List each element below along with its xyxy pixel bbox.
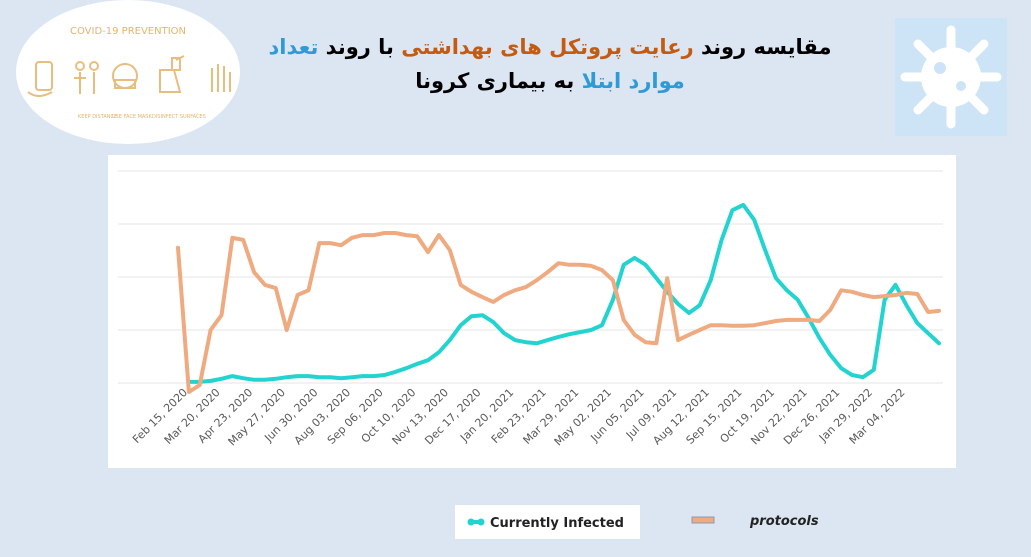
image-label: USE FACE MASK (112, 114, 152, 120)
prevention-image: COVID-19 PREVENTION KEEP DISTANCE USE FA… (16, 0, 240, 144)
chart-area (108, 155, 956, 468)
image-frame (16, 0, 240, 144)
image-heading: COVID-19 PREVENTION (70, 26, 186, 37)
prevention-icons (27, 55, 231, 97)
title-segment: مقایسه روند (693, 35, 832, 59)
image-label: KEEP DISTANCE (78, 114, 117, 120)
legend-label: protocols (749, 514, 819, 529)
series-line (176, 231, 941, 394)
legend-marker (691, 516, 715, 524)
legend-box (455, 505, 640, 539)
legend-marker (467, 518, 475, 526)
title-segment: با روند (318, 35, 402, 59)
title-segment: به بیماری کرونا (415, 69, 582, 93)
title-segment: موارد ابتلا (581, 69, 685, 93)
legend-label: Currently Infected (490, 516, 624, 531)
legend-marker (477, 518, 485, 526)
image-label: DISINFECT SURFACES (152, 114, 206, 120)
title-segment: تعداد (268, 35, 319, 59)
virus-icon (895, 18, 1007, 136)
title-segment: رعایت پروتکل های بهداشتی (401, 35, 694, 59)
title-line: موارد ابتلا به بیماری کرونا (250, 64, 850, 98)
chart-title: مقایسه روند رعایت پروتکل های بهداشتی با … (250, 30, 850, 98)
title-line: مقایسه روند رعایت پروتکل های بهداشتی با … (250, 30, 850, 64)
series-line (186, 202, 941, 384)
